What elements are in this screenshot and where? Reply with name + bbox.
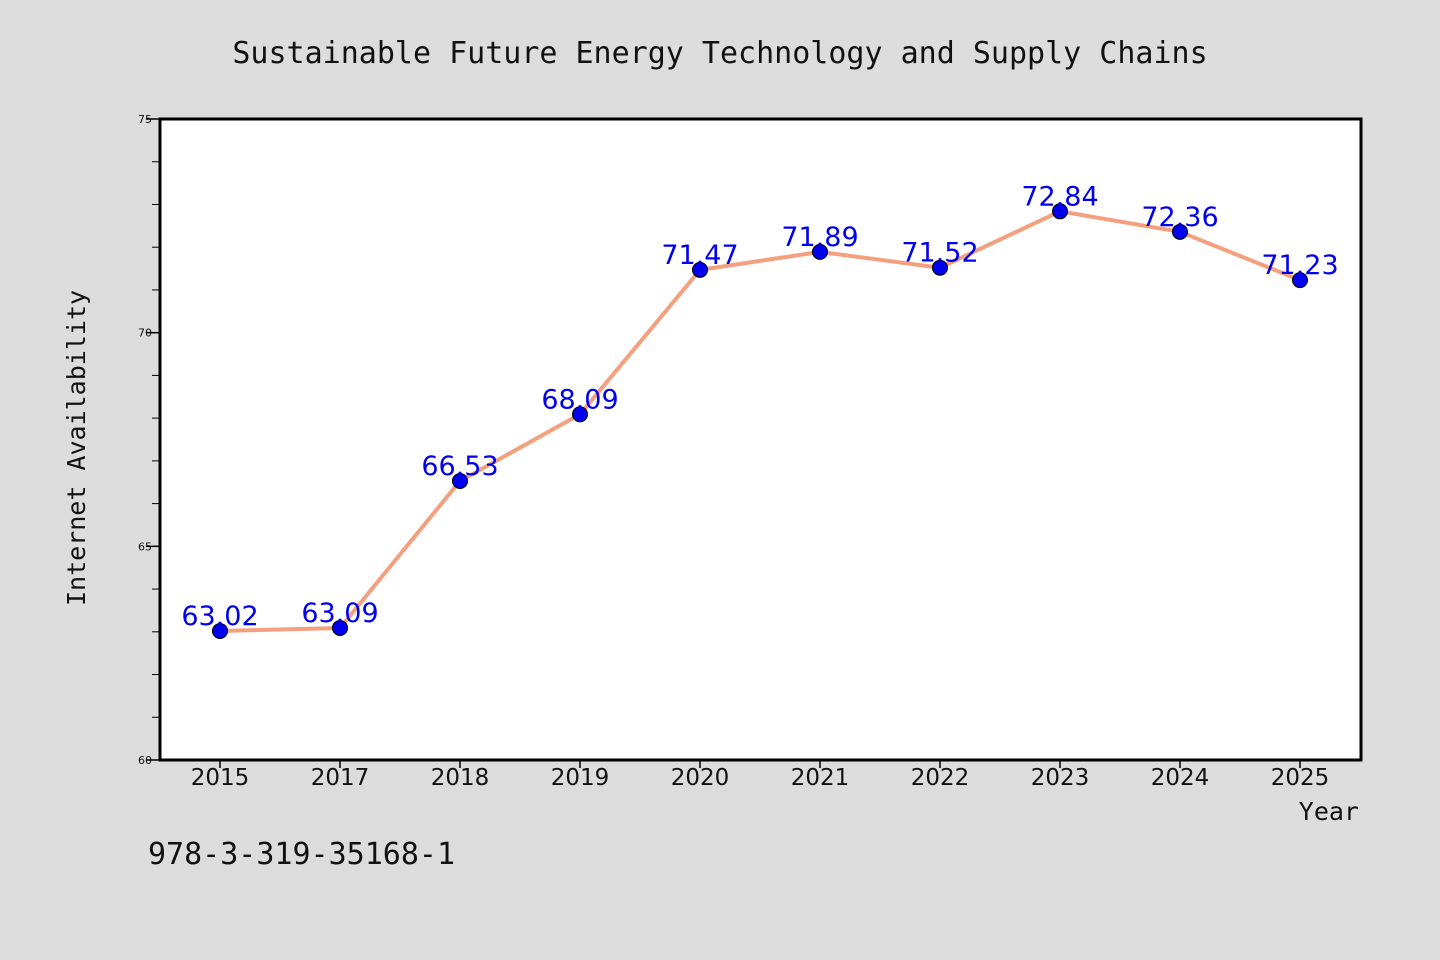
chart-title: Sustainable Future Energy Technology and…	[232, 36, 1207, 71]
data-point	[212, 622, 228, 639]
data-point	[1172, 223, 1188, 240]
data-point	[812, 243, 828, 260]
data-markers	[212, 203, 1308, 639]
x-tick-label: 2021	[791, 765, 850, 791]
y-tick-label: 65	[138, 540, 152, 553]
data-point	[332, 619, 348, 636]
y-major-ticks	[146, 118, 160, 761]
data-label: 72.36	[1141, 202, 1218, 233]
data-point	[572, 406, 588, 423]
y-tick-label: 75	[138, 113, 152, 126]
x-tick-label: 2023	[1031, 765, 1090, 791]
x-tick-label: 2025	[1271, 765, 1330, 791]
data-point	[692, 261, 708, 278]
plot-area	[158, 117, 1363, 762]
data-label: 66.53	[421, 451, 498, 482]
data-point	[452, 472, 468, 489]
series-line	[218, 209, 1302, 633]
x-tick-label: 2020	[671, 765, 730, 791]
data-label: 71.52	[901, 238, 978, 269]
y-tick-label: 60	[138, 754, 152, 767]
data-point	[1292, 272, 1308, 289]
data-label: 71.89	[781, 222, 858, 253]
x-tick-label: 2018	[431, 765, 490, 791]
data-label: 63.02	[181, 601, 258, 632]
x-tick-label: 2017	[311, 765, 370, 791]
x-tick-label: 2024	[1151, 765, 1210, 791]
x-tick-label: 2015	[191, 765, 250, 791]
data-labels: 63.02 63.09 66.53 68.09 71.47 71.89 71.52 72.84…	[181, 181, 1338, 632]
data-label: 68.09	[541, 384, 618, 415]
x-ticks	[219, 760, 1301, 768]
data-label: 72.84	[1021, 181, 1098, 212]
y-tick-label: 70	[138, 327, 152, 340]
x-tick-label: 2019	[551, 765, 610, 791]
y-axis-label: Internet Availability	[62, 290, 91, 606]
data-point	[1052, 203, 1068, 220]
data-label: 71.47	[661, 240, 738, 271]
x-tick-label: 2022	[911, 765, 970, 791]
caption: 978-3-319-35168-1	[148, 837, 455, 872]
data-label: 63.09	[301, 598, 378, 629]
y-tick-labels: 60 65 70 75	[138, 113, 152, 767]
x-tick-labels: 2015 2017 2018 2019 2020 2021 2022 2023 2024 2025	[191, 765, 1330, 791]
data-point	[932, 259, 948, 276]
x-axis-label: Year	[1299, 797, 1359, 826]
data-label: 71.23	[1261, 250, 1338, 281]
